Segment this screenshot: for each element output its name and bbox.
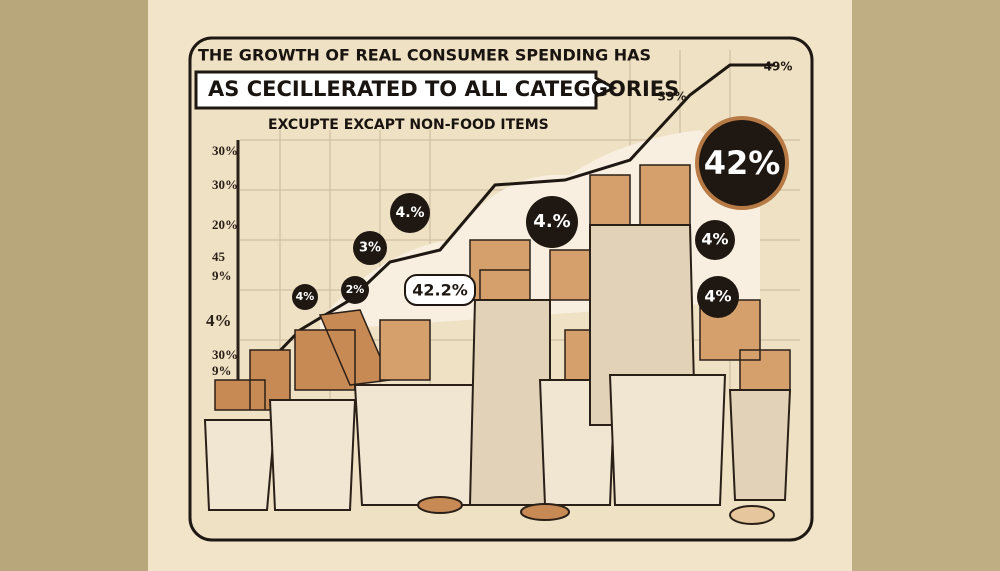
badge-label: 4.% xyxy=(533,211,570,232)
badge-label: 3% xyxy=(359,241,381,256)
axis-label: 20% xyxy=(212,217,238,232)
title-line: THE GROWTH OF REAL CONSUMER SPENDING HAS xyxy=(198,46,651,65)
axis-label: 9% xyxy=(212,363,232,378)
badges: 4% 3% 2% 4.% 42.2% 4.% 39% 42% 49% 4% 4% xyxy=(292,60,793,318)
axis-label: 45 xyxy=(212,249,226,264)
axis-label: 30% xyxy=(212,347,238,362)
axis-label: 9% xyxy=(212,268,232,283)
badge-label: 39% xyxy=(658,90,687,104)
badge-label: 49% xyxy=(764,60,793,74)
right-band xyxy=(852,0,1000,571)
title-line: AS CECILLERATED TO ALL CATEGGORIES xyxy=(208,77,679,101)
badge-label: 4% xyxy=(296,290,315,303)
badge-label: 4.% xyxy=(395,205,424,221)
axis-label: 30% xyxy=(212,177,238,192)
axis-labels: 30% 30% 20% 45 9% 4% 30% 9% xyxy=(206,143,238,378)
left-band xyxy=(0,0,148,571)
subtitle: EXCUPTE EXCAPT NON-FOOD ITEMS xyxy=(268,117,549,133)
trend-line xyxy=(238,63,775,394)
bags xyxy=(203,164,792,525)
badge-label: 42.2% xyxy=(412,281,468,300)
axis-label: 4% xyxy=(206,311,232,330)
badge-label: 4% xyxy=(704,287,731,306)
badge-label: 42% xyxy=(704,144,781,182)
axis-label: 30% xyxy=(212,143,238,158)
badge-label: 4% xyxy=(701,230,728,249)
title-box: THE GROWTH OF REAL CONSUMER SPENDING HAS… xyxy=(194,46,679,133)
badge-label: 2% xyxy=(346,283,365,296)
